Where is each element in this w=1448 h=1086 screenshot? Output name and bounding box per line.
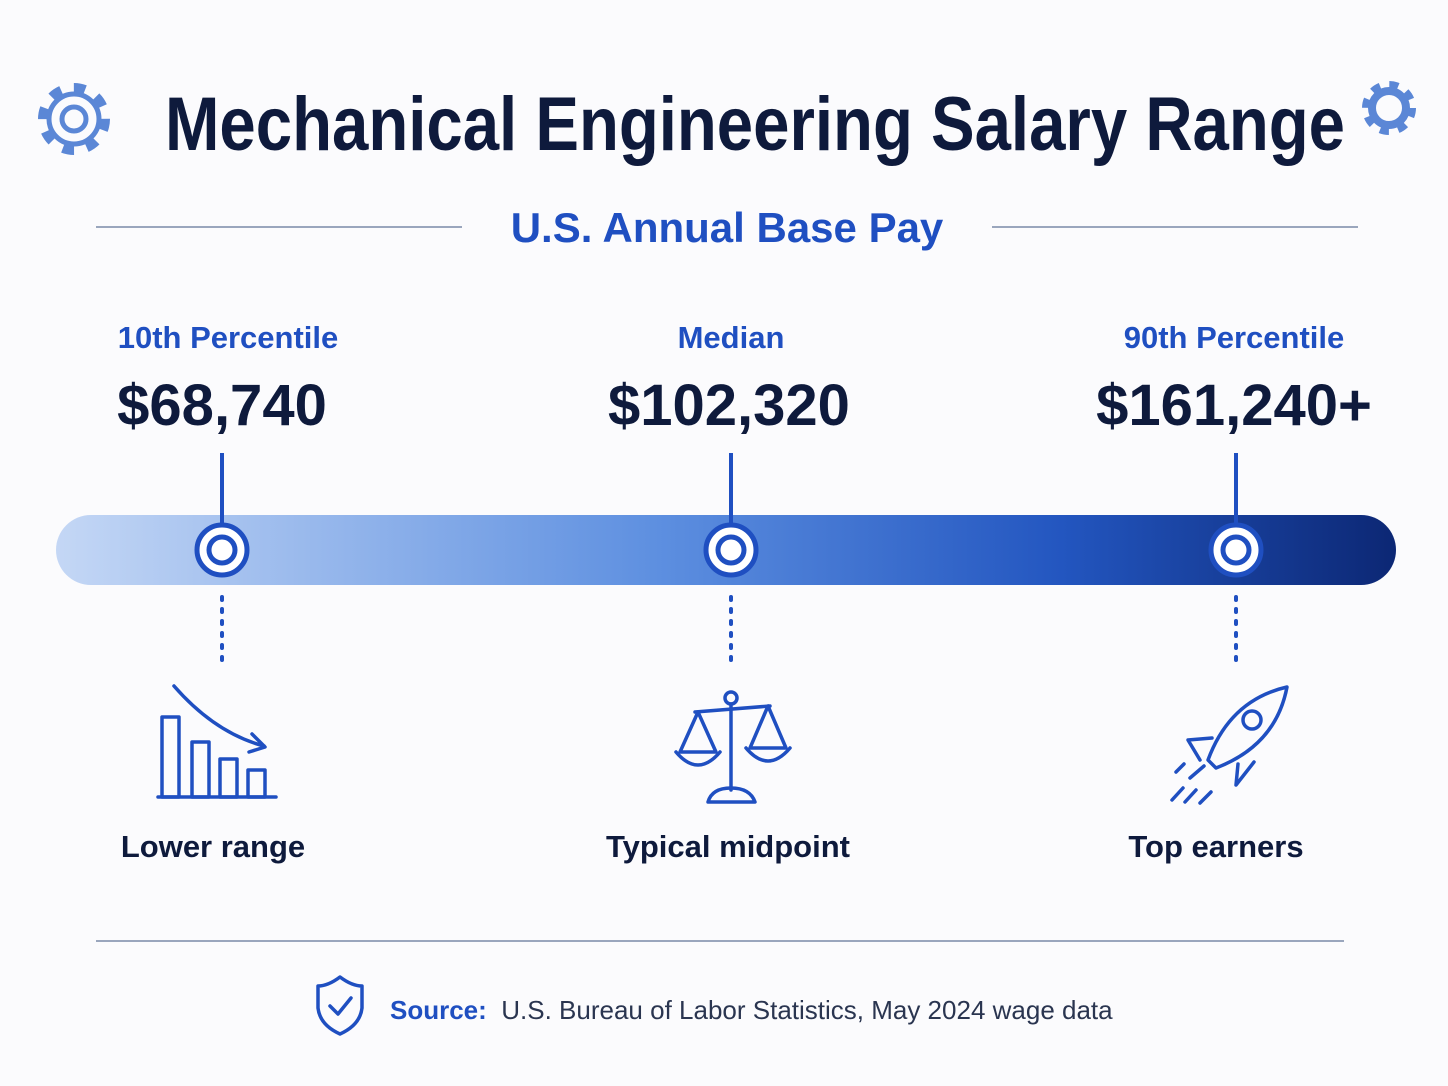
source: Source: U.S. Bureau of Labor Statistics,… (390, 995, 1113, 1025)
marker-label: Median (678, 320, 785, 355)
marker (194, 453, 1264, 670)
marker-label: 90th Percentile (1124, 320, 1345, 355)
marker-value: $102,320 (608, 373, 850, 438)
marker-caption: Top earners (1128, 829, 1303, 864)
title: Mechanical Engineering Salary Range (165, 82, 1345, 167)
source-text: U.S. Bureau of Labor Statistics, May 202… (501, 995, 1113, 1025)
marker-caption: Lower range (121, 829, 305, 864)
shield-icon (316, 975, 364, 1036)
subtitle: U.S. Annual Base Pay (511, 204, 944, 251)
rocket-icon (1170, 685, 1289, 805)
gear-icon (1362, 81, 1416, 135)
marker-caption: Typical midpoint (606, 829, 850, 864)
marker-value: $68,740 (117, 373, 327, 438)
source-label: Source: (390, 995, 487, 1025)
scale-icon (674, 690, 792, 804)
chart-down-icon (156, 684, 278, 799)
marker-value: $161,240+ (1096, 373, 1372, 438)
marker-label: 10th Percentile (118, 320, 339, 355)
gear-icon (38, 83, 110, 155)
